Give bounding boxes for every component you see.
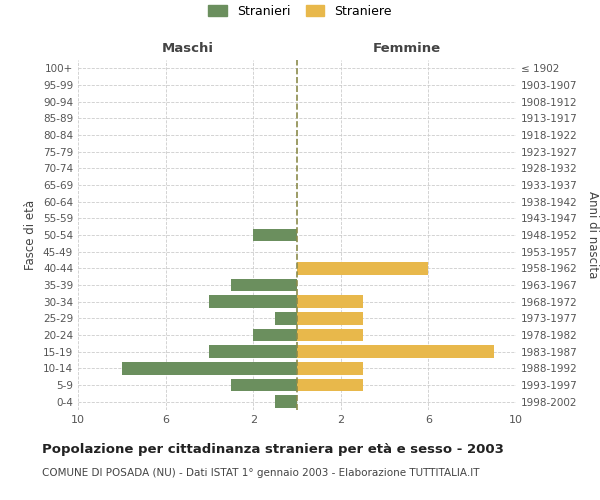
Y-axis label: Fasce di età: Fasce di età xyxy=(25,200,37,270)
Bar xyxy=(297,262,428,274)
Bar xyxy=(232,279,297,291)
Bar xyxy=(232,379,297,391)
Bar xyxy=(122,362,297,374)
Bar xyxy=(297,362,362,374)
Bar xyxy=(275,396,297,408)
Bar xyxy=(297,346,494,358)
Bar xyxy=(297,329,362,341)
Bar xyxy=(275,312,297,324)
Bar xyxy=(253,229,297,241)
Y-axis label: Anni di nascita: Anni di nascita xyxy=(586,192,599,278)
Legend: Stranieri, Straniere: Stranieri, Straniere xyxy=(205,1,395,21)
Bar xyxy=(209,346,297,358)
Bar xyxy=(297,296,362,308)
Bar xyxy=(297,312,362,324)
Bar xyxy=(297,379,362,391)
Bar xyxy=(253,329,297,341)
Text: Popolazione per cittadinanza straniera per età e sesso - 2003: Popolazione per cittadinanza straniera p… xyxy=(42,442,504,456)
Text: COMUNE DI POSADA (NU) - Dati ISTAT 1° gennaio 2003 - Elaborazione TUTTITALIA.IT: COMUNE DI POSADA (NU) - Dati ISTAT 1° ge… xyxy=(42,468,479,477)
Bar xyxy=(209,296,297,308)
